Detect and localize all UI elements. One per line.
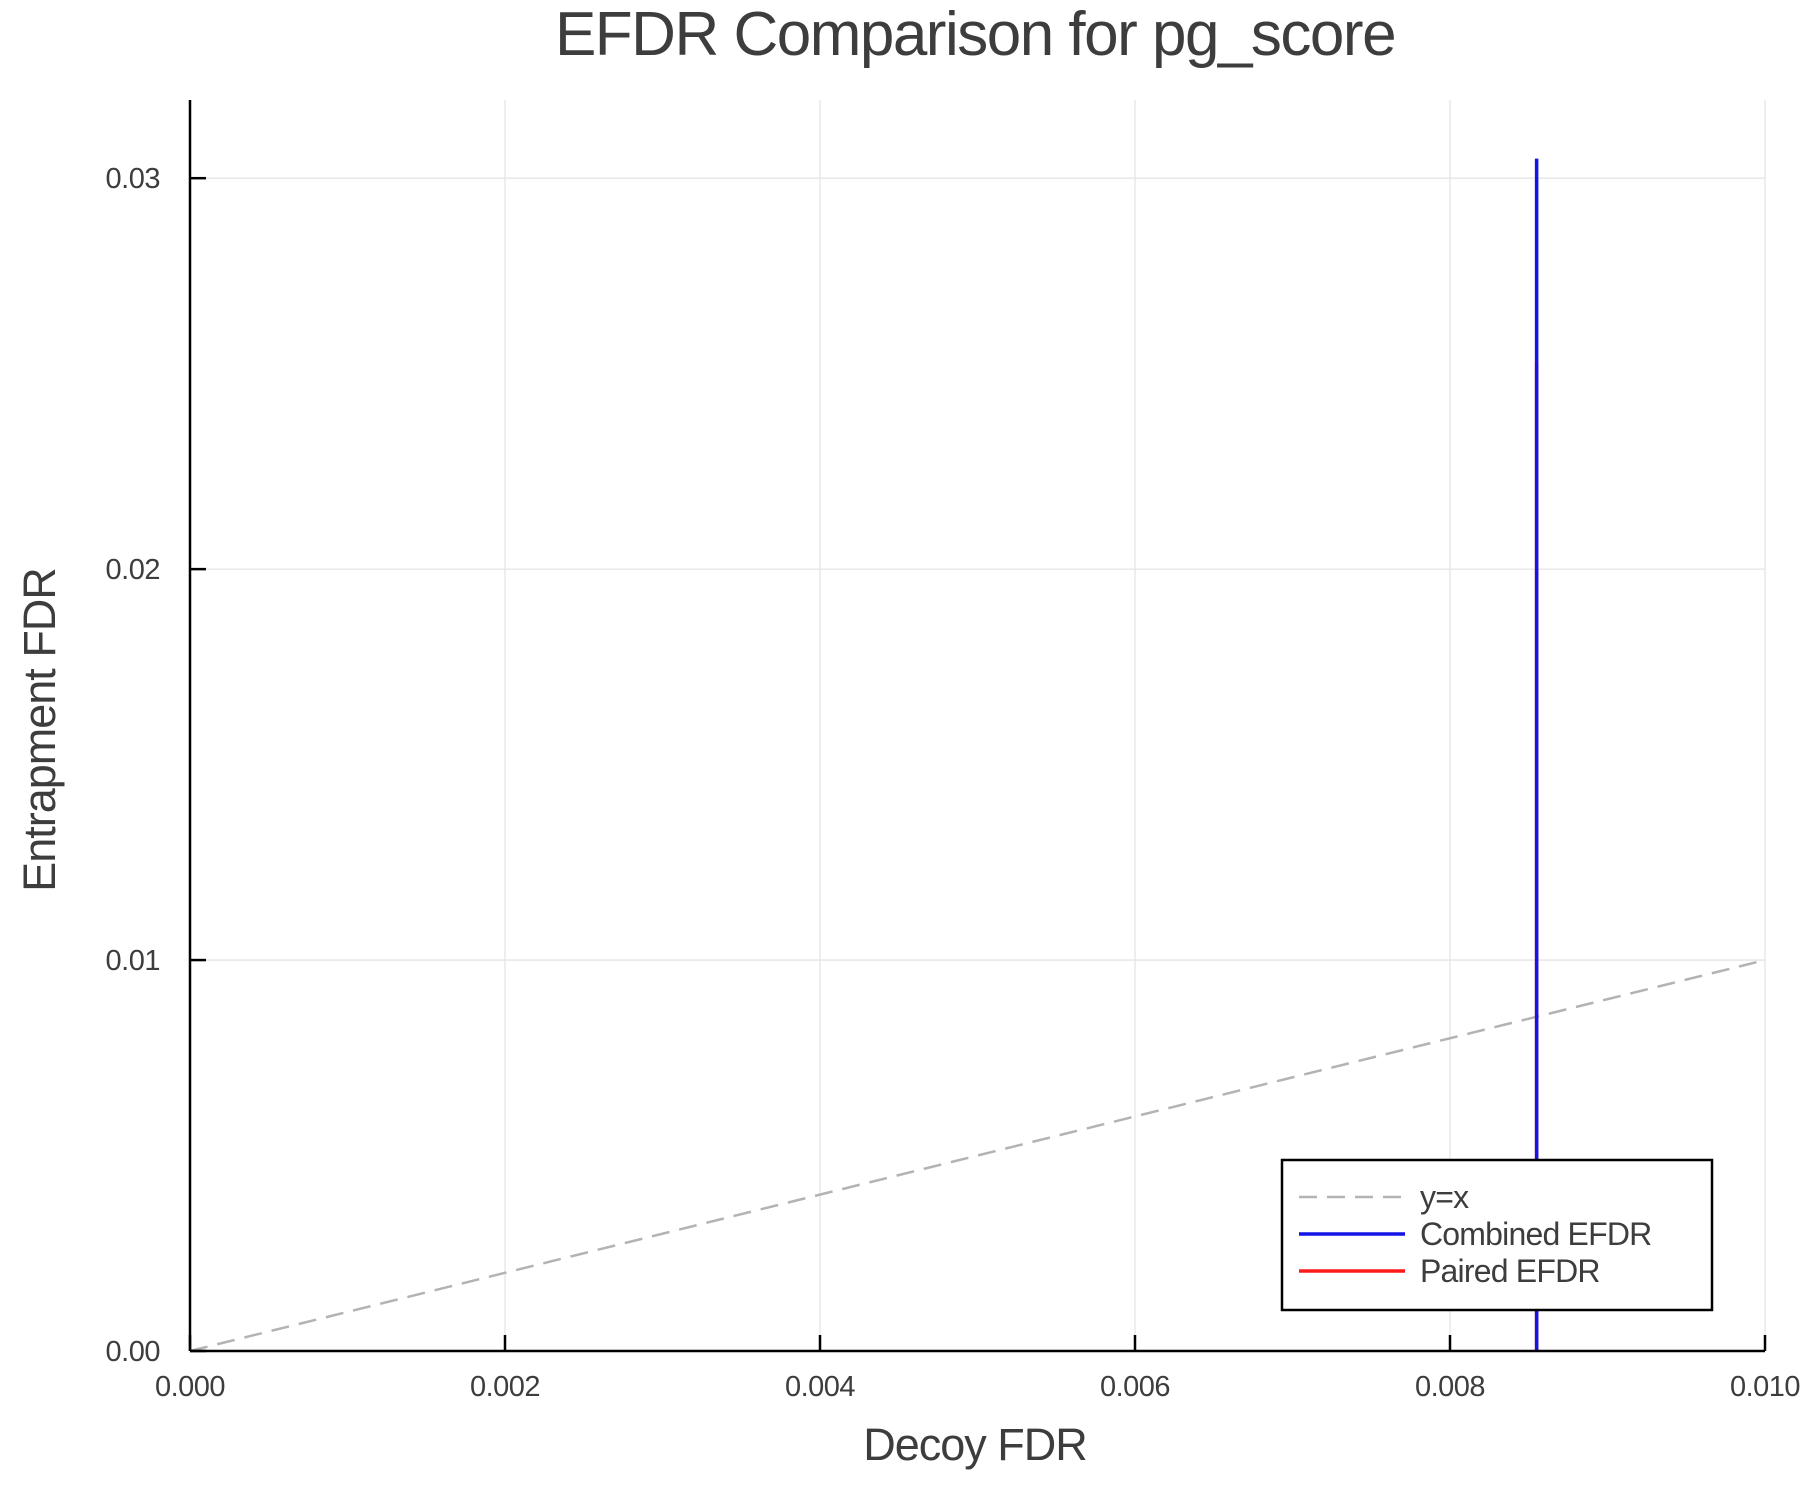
- chart-title: EFDR Comparison for pg_score: [555, 0, 1395, 69]
- legend-label: Paired EFDR: [1420, 1253, 1600, 1289]
- y-tick-label: 0.03: [106, 163, 160, 195]
- x-tick-label: 0.010: [1730, 1371, 1800, 1403]
- series-line-y-x: [189, 958, 1766, 1353]
- x-tick-label: 0.008: [1415, 1371, 1485, 1403]
- axes: [188, 100, 1767, 1353]
- x-tick-label: 0.002: [470, 1371, 540, 1403]
- tick-labels: 0.000 0.002 0.004 0.006 0.008 0.010 0.00 0.01 0.…: [106, 163, 1800, 1403]
- legend-label: y=x: [1420, 1179, 1469, 1215]
- y-tick-label: 0.02: [106, 554, 160, 586]
- grid: [190, 100, 1766, 1351]
- x-axis-label: Decoy FDR: [863, 1419, 1087, 1470]
- legend-label: Combined EFDR: [1420, 1216, 1651, 1252]
- x-tick-label: 0.006: [1100, 1371, 1170, 1403]
- x-tick-label: 0.004: [785, 1371, 855, 1403]
- y-axis-label: Entrapment FDR: [14, 568, 65, 892]
- y-tick-label: 0.01: [106, 945, 160, 977]
- y-tick-label: 0.00: [106, 1336, 160, 1368]
- x-tick-label: 0.000: [155, 1371, 225, 1403]
